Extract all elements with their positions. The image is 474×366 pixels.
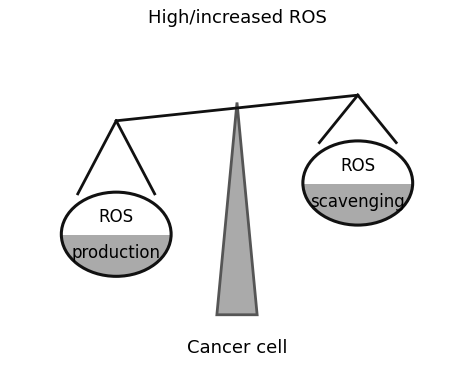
Polygon shape	[303, 141, 413, 183]
Text: ROS: ROS	[340, 157, 375, 175]
Text: production: production	[72, 244, 161, 262]
Polygon shape	[61, 192, 171, 234]
Polygon shape	[61, 234, 171, 276]
Text: scavenging: scavenging	[310, 193, 405, 210]
Text: High/increased ROS: High/increased ROS	[147, 9, 327, 27]
Text: Cancer cell: Cancer cell	[187, 339, 287, 357]
Polygon shape	[217, 102, 257, 315]
Text: ROS: ROS	[99, 208, 134, 227]
Polygon shape	[303, 183, 413, 225]
